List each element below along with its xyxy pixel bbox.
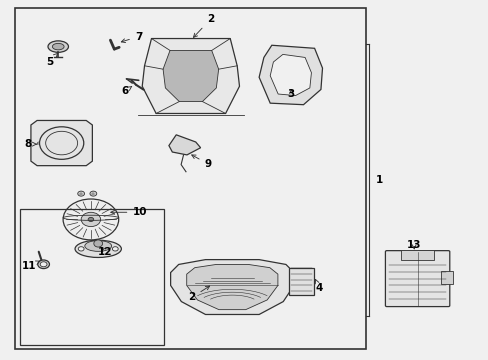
Text: 2: 2 (193, 14, 214, 37)
Text: 1: 1 (375, 175, 383, 185)
Text: 12: 12 (98, 247, 113, 257)
Circle shape (78, 247, 84, 251)
FancyBboxPatch shape (385, 251, 449, 307)
Polygon shape (31, 121, 92, 166)
Text: 10: 10 (111, 207, 146, 217)
Text: 5: 5 (46, 53, 58, 67)
Bar (20, 209, 163, 345)
Polygon shape (170, 260, 293, 315)
Ellipse shape (52, 43, 64, 50)
Circle shape (81, 212, 101, 226)
Text: 8: 8 (24, 139, 37, 149)
Ellipse shape (75, 240, 121, 257)
Circle shape (38, 260, 49, 269)
Bar (289, 267, 313, 295)
Ellipse shape (94, 240, 102, 247)
Circle shape (112, 247, 118, 251)
Polygon shape (142, 39, 239, 113)
Text: 6: 6 (121, 86, 131, 96)
Circle shape (88, 217, 94, 221)
Circle shape (90, 191, 97, 196)
Bar (15, 8, 366, 348)
Circle shape (40, 262, 47, 267)
Text: 7: 7 (121, 32, 142, 42)
Ellipse shape (84, 240, 111, 251)
Polygon shape (168, 135, 200, 155)
Circle shape (78, 191, 84, 196)
Text: 4: 4 (315, 279, 322, 293)
Ellipse shape (48, 41, 68, 52)
Text: 13: 13 (406, 240, 421, 250)
Polygon shape (259, 45, 322, 105)
Polygon shape (186, 265, 277, 310)
Text: 2: 2 (188, 286, 209, 302)
Circle shape (63, 199, 119, 240)
Polygon shape (163, 50, 218, 102)
Bar (400, 249, 434, 260)
Text: 11: 11 (21, 261, 40, 271)
Polygon shape (270, 54, 311, 95)
Text: 9: 9 (191, 155, 211, 169)
Text: 3: 3 (287, 89, 294, 99)
Bar (440, 271, 452, 284)
